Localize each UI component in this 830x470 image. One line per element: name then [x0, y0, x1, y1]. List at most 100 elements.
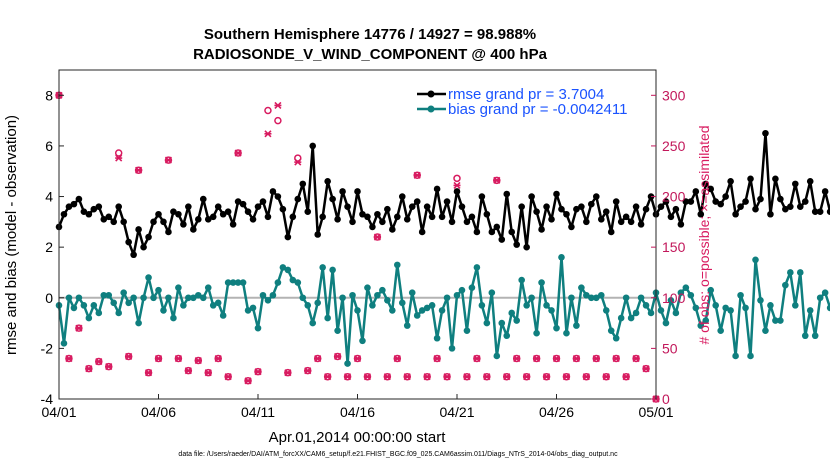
- bias-point: [692, 304, 700, 312]
- bias-point: [413, 312, 421, 319]
- rmse-point: [453, 188, 461, 195]
- bias-point: [792, 302, 799, 309]
- bias-point: [294, 279, 302, 286]
- rmse-point: [190, 226, 197, 233]
- obs-assimilated-marker: [383, 373, 391, 381]
- rmse-point: [349, 218, 356, 226]
- bias-point: [249, 304, 257, 312]
- rmse-point: [329, 195, 336, 203]
- bias-point: [757, 297, 764, 304]
- rmse-point: [617, 218, 625, 226]
- bias-point: [324, 314, 331, 322]
- bias-point: [816, 294, 824, 302]
- y-axis-label-right: # of obs: o=possible; ×=assimilated: [696, 125, 712, 344]
- obs-assimilated-marker: [254, 368, 262, 376]
- rmse-point: [379, 218, 386, 226]
- bias-point: [334, 327, 341, 334]
- legend-rmse-marker: [427, 90, 435, 98]
- bias-point: [528, 294, 535, 302]
- rmse-point: [433, 185, 441, 193]
- bias-point: [548, 307, 555, 314]
- right-y-tick-label: 100: [662, 290, 686, 306]
- rmse-point: [175, 210, 182, 218]
- bias-point: [523, 302, 530, 309]
- bias-point: [120, 289, 127, 297]
- bias-point: [558, 253, 565, 261]
- rmse-point: [627, 218, 635, 226]
- obs-assimilated-marker: [334, 352, 342, 361]
- rmse-point: [523, 243, 530, 251]
- obs-assimilated-marker: [602, 373, 610, 381]
- obs-assimilated-marker: [274, 101, 282, 109]
- obs-assimilated-marker: [513, 354, 521, 363]
- bias-point: [150, 294, 157, 302]
- rmse-point: [597, 216, 605, 223]
- bias-point: [428, 302, 436, 309]
- rmse-point: [100, 216, 108, 223]
- bias-point: [379, 286, 386, 294]
- obs-assimilated-marker: [542, 373, 551, 381]
- bias-point: [408, 289, 416, 297]
- bias-point: [100, 291, 108, 299]
- bias-point: [672, 309, 680, 317]
- bias-point: [707, 286, 715, 294]
- rmse-point: [269, 188, 277, 195]
- obs-assimilated-marker: [443, 373, 451, 381]
- rmse-point: [757, 195, 764, 203]
- bias-point: [229, 279, 237, 286]
- rmse-point: [533, 208, 540, 216]
- x-tick-label: 04/21: [439, 404, 474, 420]
- rmse-point: [667, 213, 675, 221]
- bias-point: [568, 294, 575, 302]
- bias-point: [543, 302, 550, 309]
- obs-assimilated-marker: [453, 181, 461, 189]
- bias-point: [727, 307, 734, 314]
- rmse-point: [105, 213, 113, 221]
- rmse-point: [622, 213, 630, 221]
- obs-assimilated-marker: [433, 354, 441, 363]
- rmse-point: [787, 203, 794, 210]
- rmse-point: [682, 198, 690, 205]
- plot-area: [59, 70, 656, 399]
- rmse-point: [403, 216, 411, 223]
- bias-point: [767, 302, 774, 309]
- obs-assimilated-marker: [184, 367, 192, 375]
- rmse-point: [782, 205, 789, 213]
- rmse-point: [722, 193, 729, 200]
- x-tick-label: 04/16: [340, 404, 375, 420]
- rmse-point: [319, 213, 326, 221]
- rmse-point: [418, 228, 426, 236]
- bias-point: [259, 291, 267, 299]
- obs-assimilated-marker: [144, 369, 153, 377]
- obs-assimilated-marker: [533, 354, 541, 363]
- bias-point: [588, 294, 595, 302]
- bias-point: [254, 324, 262, 332]
- rmse-point: [75, 195, 83, 203]
- right-y-axis: 0 50 100 150 200 250 300: [651, 87, 686, 407]
- bias-point: [498, 319, 506, 327]
- bias-point: [339, 294, 346, 302]
- bias-point: [468, 284, 476, 291]
- rmse-point: [259, 198, 267, 205]
- obs-assimilated-marker: [304, 367, 312, 375]
- bias-point: [473, 264, 481, 271]
- rmse-point: [214, 203, 222, 210]
- rmse-point: [244, 208, 252, 216]
- obs-assimilated-marker: [214, 354, 222, 363]
- bias-point: [806, 307, 814, 314]
- bias-point: [503, 332, 511, 340]
- obs-assimilated-marker: [284, 369, 292, 377]
- obs-assimilated-marker: [164, 156, 173, 164]
- obs-assimilated-marker: [423, 373, 431, 381]
- obs-assimilated-marker: [393, 354, 401, 363]
- x-tick-label: 05/01: [638, 404, 673, 420]
- rmse-point: [239, 200, 247, 208]
- rmse-point: [299, 180, 307, 188]
- bias-point: [175, 284, 182, 291]
- rmse-point: [513, 241, 520, 248]
- obs-assimilated-marker: [552, 354, 561, 363]
- rmse-point: [707, 185, 715, 193]
- rmse-point: [224, 208, 232, 216]
- bias-point: [821, 289, 829, 297]
- bias-point: [458, 286, 466, 294]
